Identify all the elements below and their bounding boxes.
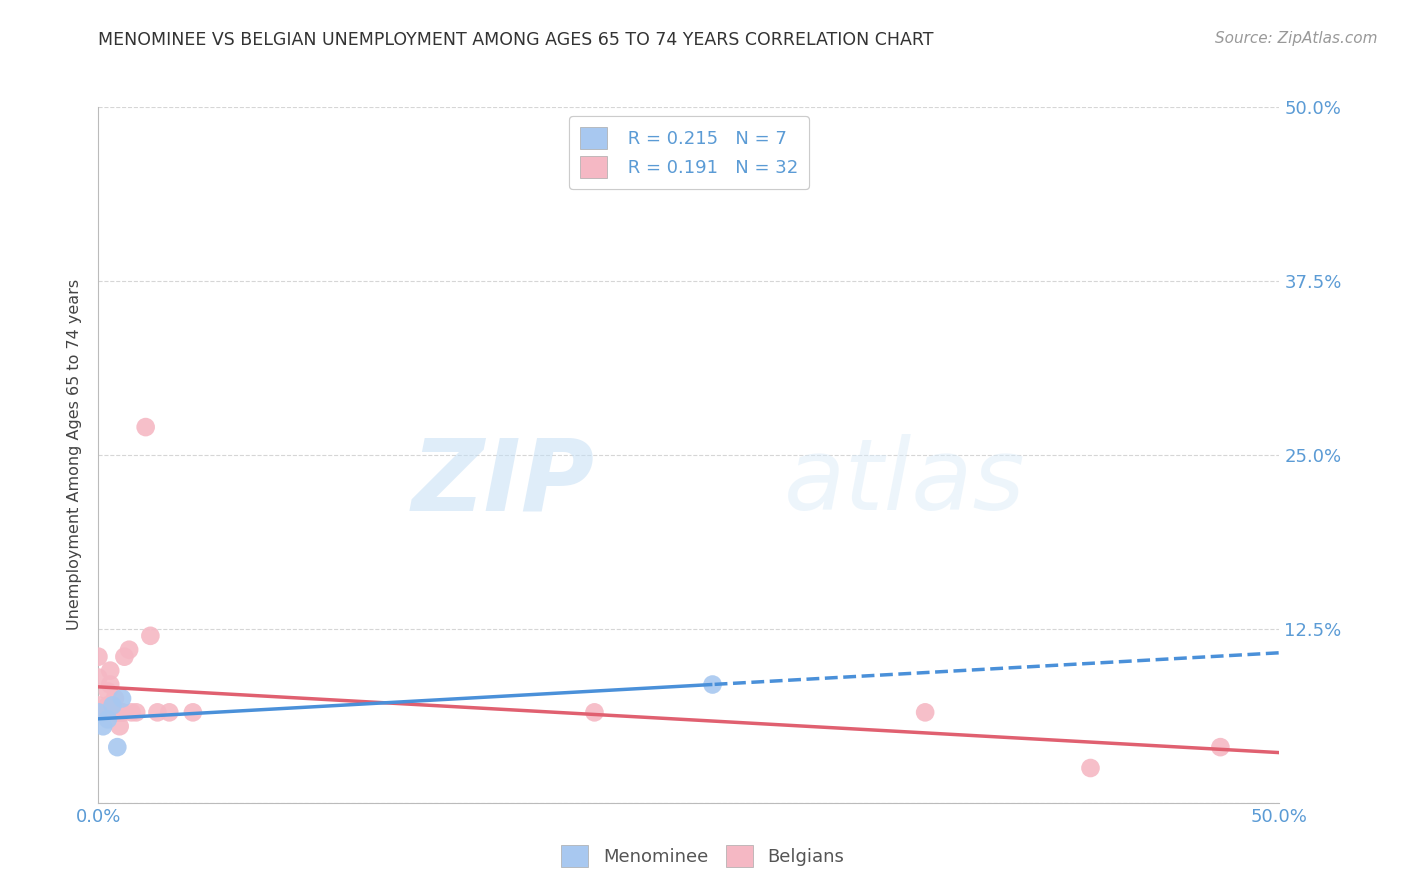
- Point: [105, 706, 128, 720]
- Point: [108, 719, 131, 733]
- Text: Source: ZipAtlas.com: Source: ZipAtlas.com: [1215, 31, 1378, 46]
- Legend:  R = 0.215   N = 7,  R = 0.191   N = 32: R = 0.215 N = 7, R = 0.191 N = 32: [569, 116, 808, 189]
- Point: [112, 649, 135, 664]
- Point: [111, 706, 134, 720]
- Point: [87, 706, 110, 720]
- Point: [125, 706, 148, 720]
- Point: [87, 649, 110, 664]
- Point: [101, 706, 124, 720]
- Point: [98, 664, 121, 678]
- Point: [111, 706, 134, 720]
- Point: [146, 706, 169, 720]
- Point: [105, 740, 128, 755]
- Point: [101, 698, 124, 713]
- Point: [98, 677, 121, 691]
- Point: [91, 719, 114, 733]
- Point: [135, 420, 157, 434]
- Point: [702, 677, 724, 691]
- Point: [181, 706, 204, 720]
- Point: [104, 691, 127, 706]
- Point: [108, 706, 131, 720]
- Point: [97, 698, 120, 713]
- Y-axis label: Unemployment Among Ages 65 to 74 years: Unemployment Among Ages 65 to 74 years: [67, 279, 83, 631]
- Point: [97, 712, 120, 726]
- Point: [104, 706, 127, 720]
- Point: [97, 684, 120, 698]
- Point: [139, 629, 162, 643]
- Legend: Menominee, Belgians: Menominee, Belgians: [554, 838, 852, 874]
- Point: [583, 706, 606, 720]
- Point: [87, 671, 110, 685]
- Point: [87, 698, 110, 713]
- Point: [111, 706, 134, 720]
- Point: [914, 706, 936, 720]
- Point: [157, 706, 180, 720]
- Point: [118, 642, 141, 657]
- Point: [121, 706, 143, 720]
- Point: [105, 706, 128, 720]
- Point: [94, 706, 117, 720]
- Text: ZIP: ZIP: [412, 434, 595, 532]
- Point: [1209, 740, 1232, 755]
- Point: [108, 706, 131, 720]
- Text: atlas: atlas: [783, 434, 1025, 532]
- Point: [111, 691, 134, 706]
- Text: MENOMINEE VS BELGIAN UNEMPLOYMENT AMONG AGES 65 TO 74 YEARS CORRELATION CHART: MENOMINEE VS BELGIAN UNEMPLOYMENT AMONG …: [98, 31, 934, 49]
- Point: [1080, 761, 1102, 775]
